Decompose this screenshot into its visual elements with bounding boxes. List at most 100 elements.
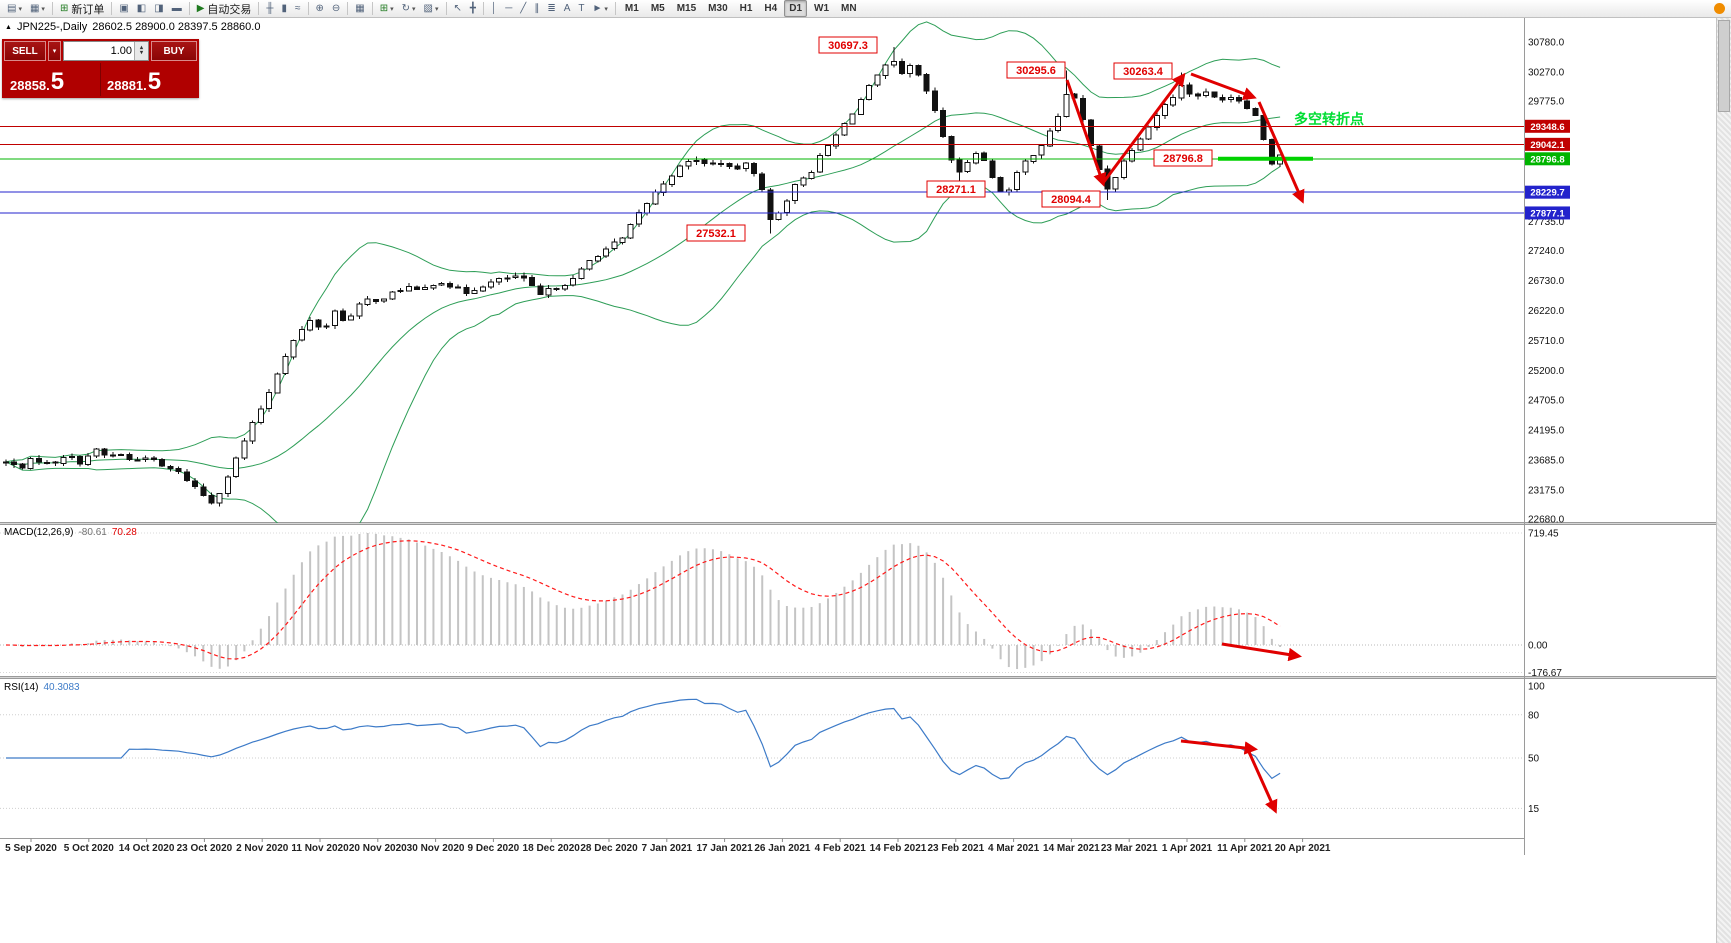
svg-text:22680.0: 22680.0 bbox=[1528, 515, 1565, 526]
line-chart-icon-glyph: ≈ bbox=[295, 2, 301, 14]
timeframe-m30[interactable]: M30 bbox=[703, 0, 732, 17]
buy-price-point: . bbox=[143, 78, 147, 93]
periods-icon-dropdown[interactable]: ▾ bbox=[412, 5, 416, 13]
arrows-icon[interactable]: ► ▾ bbox=[589, 0, 610, 17]
toolbar-separator bbox=[445, 2, 447, 15]
trend-arrows[interactable] bbox=[1065, 72, 1305, 814]
sell-price[interactable]: 28858. 5 bbox=[4, 63, 100, 96]
sell-button[interactable]: SELL bbox=[4, 41, 46, 61]
auto-trading-button[interactable]: ▶ 自动交易 bbox=[194, 0, 255, 17]
tile-windows-icon[interactable]: ▦ bbox=[352, 0, 367, 17]
zoom-in-icon[interactable]: ⊕ bbox=[313, 0, 327, 17]
svg-text:2 Nov 2020: 2 Nov 2020 bbox=[236, 843, 289, 854]
svg-text:11 Apr 2021: 11 Apr 2021 bbox=[1217, 843, 1273, 854]
templates-icon-dropdown[interactable]: ▾ bbox=[435, 5, 439, 13]
timeframe-m15[interactable]: M15 bbox=[672, 0, 701, 17]
svg-text:29042.1: 29042.1 bbox=[1530, 140, 1565, 151]
new-chart-icon-dropdown[interactable]: ▾ bbox=[18, 5, 22, 13]
timeframe-d1-label: D1 bbox=[789, 3, 803, 14]
fibonacci-icon[interactable]: ≣ bbox=[544, 0, 558, 17]
new-order-button[interactable]: ⊞ 新订单 bbox=[57, 0, 107, 17]
arrows-icon-dropdown[interactable]: ▾ bbox=[604, 5, 608, 13]
timeframe-mn[interactable]: MN bbox=[836, 0, 862, 17]
text-icon[interactable]: A bbox=[561, 0, 574, 17]
scrollbar-thumb[interactable] bbox=[1718, 20, 1730, 112]
vertical-scrollbar[interactable] bbox=[1716, 18, 1731, 943]
templates-icon[interactable]: ▧ ▾ bbox=[421, 0, 442, 17]
macd-label: MACD(12,26,9) -80.61 70.28 bbox=[4, 527, 137, 538]
sell-price-big-digit: 5 bbox=[50, 68, 65, 95]
rsi-label: RSI(14) 40.3083 bbox=[4, 682, 80, 693]
panel-separator[interactable] bbox=[0, 522, 1717, 525]
trendline-icon-glyph: ╱ bbox=[520, 2, 527, 14]
market-watch-icon-glyph: ▣ bbox=[119, 2, 129, 14]
price-scale-level-badge: 28229.7 bbox=[1525, 185, 1570, 199]
spinner-up-icon[interactable]: ▴ bbox=[139, 45, 143, 51]
horizontal-line-icon[interactable]: ─ bbox=[502, 0, 515, 17]
price-divider bbox=[100, 63, 101, 96]
timeframe-d1[interactable]: D1 bbox=[784, 0, 808, 17]
candlestick-chart-icon[interactable]: ▮ bbox=[278, 0, 290, 17]
chart-title: ▲ JPN225-,Daily 28602.5 28900.0 28397.5 … bbox=[5, 21, 260, 33]
price-annotation[interactable]: 30263.4 bbox=[1113, 62, 1173, 80]
sell-button-label: SELL bbox=[12, 45, 38, 57]
auto-trading-button-label: 自动交易 bbox=[207, 3, 252, 16]
timeframe-m1[interactable]: M1 bbox=[620, 0, 644, 17]
trendline-icon[interactable]: ╱ bbox=[517, 0, 529, 17]
horizontal-line-icon-glyph: ─ bbox=[505, 2, 513, 14]
price-annotation[interactable]: 30295.6 bbox=[1006, 61, 1066, 79]
profiles-icon-dropdown[interactable]: ▾ bbox=[41, 5, 45, 13]
channel-icon[interactable]: ∥ bbox=[531, 0, 542, 17]
notification-icon[interactable] bbox=[1714, 3, 1725, 14]
price-annotation[interactable]: 28094.4 bbox=[1041, 190, 1101, 208]
price-annotation[interactable]: 28796.8 bbox=[1153, 149, 1213, 167]
vertical-line-icon[interactable]: │ bbox=[488, 0, 500, 17]
terminal-icon[interactable]: ▬ bbox=[169, 0, 185, 17]
navigator-icon[interactable]: ◨ bbox=[151, 0, 166, 17]
profiles-icon[interactable]: ▦ ▾ bbox=[27, 0, 48, 17]
price-annotation[interactable]: 28271.1 bbox=[926, 180, 986, 198]
buy-button[interactable]: BUY bbox=[151, 41, 197, 61]
indicators-icon-dropdown[interactable]: ▾ bbox=[390, 5, 394, 13]
sell-options-dropdown[interactable]: ▾ bbox=[48, 41, 61, 61]
zoom-out-icon[interactable]: ⊖ bbox=[329, 0, 343, 17]
trend-note-text[interactable]: 多空转折点 bbox=[1294, 111, 1364, 127]
market-watch-icon[interactable]: ▣ bbox=[116, 0, 131, 17]
price-scale[interactable]: 30780.0 30270.0 29775.0 27735.0 27240.0 26730… bbox=[1525, 38, 1570, 815]
price-scale-level-badge: 27877.1 bbox=[1525, 206, 1570, 220]
timeframe-m5[interactable]: M5 bbox=[646, 0, 670, 17]
data-window-icon[interactable]: ◧ bbox=[134, 0, 149, 17]
buy-price-big-digit: 5 bbox=[147, 68, 162, 95]
text-label-icon[interactable]: T bbox=[575, 0, 587, 17]
spinner-down-icon[interactable]: ▾ bbox=[139, 50, 143, 56]
bar-chart-icon[interactable]: ╫ bbox=[263, 0, 276, 17]
crosshair-icon[interactable]: ╋ bbox=[467, 0, 479, 17]
volume-field[interactable]: 1.00 ▴ ▾ bbox=[63, 41, 149, 61]
rsi-name-label: RSI(14) bbox=[4, 682, 39, 693]
svg-text:28271.1: 28271.1 bbox=[936, 184, 976, 196]
price-annotation[interactable]: 30697.3 bbox=[818, 36, 878, 54]
time-axis[interactable]: 5 Sep 2020 5 Oct 2020 14 Oct 2020 23 Oct 20… bbox=[5, 838, 1331, 855]
price-scale-level-badge: 28796.8 bbox=[1525, 152, 1570, 166]
panel-separator[interactable] bbox=[0, 676, 1717, 679]
periods-icon[interactable]: ↻ ▾ bbox=[399, 0, 419, 17]
timeframe-h1[interactable]: H1 bbox=[735, 0, 758, 17]
buy-price[interactable]: 28881. 5 bbox=[101, 63, 197, 96]
timeframe-h4[interactable]: H4 bbox=[759, 0, 782, 17]
volume-spinner[interactable]: ▴ ▾ bbox=[134, 42, 148, 60]
new-order-button-label: 新订单 bbox=[71, 3, 105, 16]
text-label-icon-glyph: T bbox=[578, 2, 585, 14]
svg-text:14 Feb 2021: 14 Feb 2021 bbox=[870, 843, 927, 854]
line-chart-icon[interactable]: ≈ bbox=[292, 0, 304, 17]
timeframe-m5-label: M5 bbox=[650, 3, 665, 14]
chevron-down-icon: ▾ bbox=[52, 48, 57, 55]
price-annotation[interactable]: 27532.1 bbox=[686, 224, 746, 242]
toolbar-separator bbox=[111, 2, 113, 15]
new-chart-icon[interactable]: ▤ ▾ bbox=[4, 0, 25, 17]
svg-text:28796.8: 28796.8 bbox=[1163, 153, 1203, 165]
indicators-icon[interactable]: ⊞ ▾ bbox=[377, 0, 397, 17]
cursor-icon[interactable]: ↖ bbox=[451, 0, 465, 17]
timeframe-w1[interactable]: W1 bbox=[809, 0, 834, 17]
text-icon-glyph: A bbox=[563, 2, 571, 14]
